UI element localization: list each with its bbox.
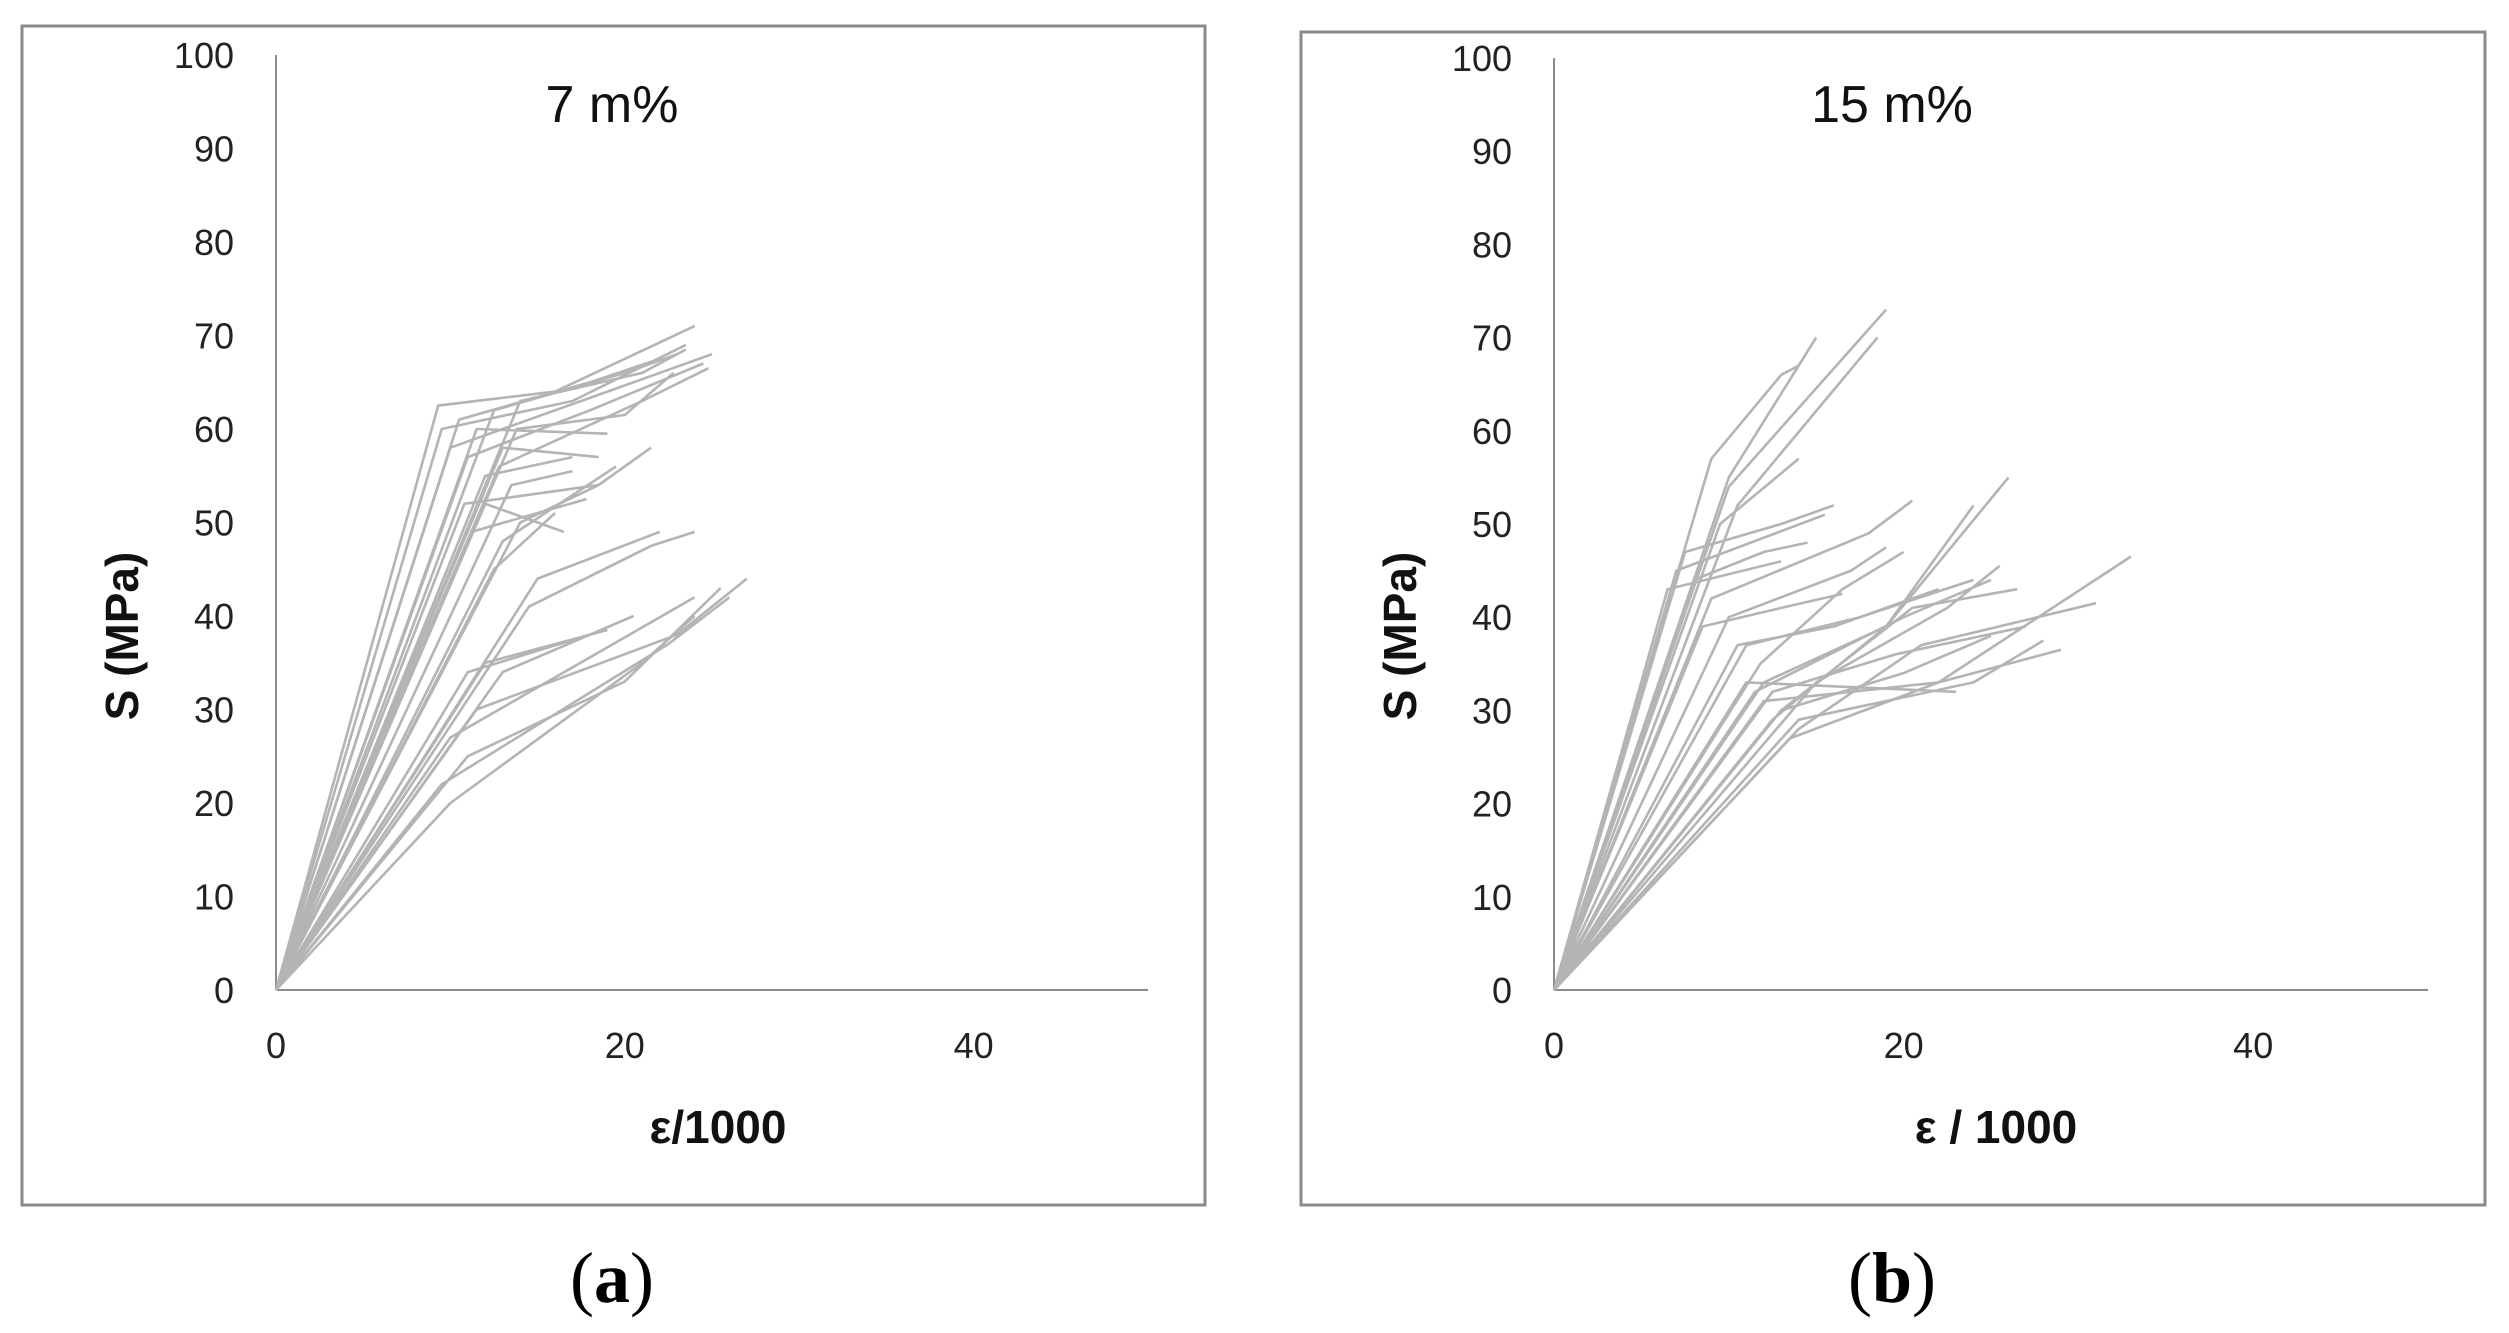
panel-b-series-line [1552,634,1992,991]
panel-a-ytick-label: 100 [174,35,234,76]
panel-b-ytick-label: 90 [1472,131,1512,172]
panel-a-ytick-label: 70 [194,316,234,357]
panel-a-ytick-label: 40 [194,596,234,637]
panel-a-ytick-label: 20 [194,783,234,824]
panel-b-series-line [1552,587,1940,991]
panel-a-series-line [274,427,608,991]
panel-a-ylabel: S (MPa) [96,552,148,721]
panel-a-series-line [274,371,675,991]
panel-a-ytick-label: 80 [194,222,234,263]
panel-a-series-line [274,465,617,991]
panel-b-series-line [1552,504,1835,991]
caption-a: (a) [570,1238,654,1318]
panel-b: 15 m% ε / 1000 S (MPa) 0 10 20 30 40 50 60 70 80… [1299,30,2487,1207]
panel-b-series-line [1552,592,1843,991]
panel-a-series-line [274,324,696,991]
panel-a-series-line [274,469,573,991]
panel-a-xtick-label: 40 [954,1025,994,1066]
panel-b-series-line [1552,550,1905,991]
panel-b-ytick-label: 30 [1472,690,1512,731]
panel-a-series-line [274,446,652,991]
panel-a-series-line [274,587,722,991]
panel-a-ytick-label: 10 [194,877,234,918]
panel-a-ytick-label: 50 [194,503,234,544]
panel-b-xtick-label: 20 [1884,1025,1924,1066]
panel-b-ytick-label: 40 [1472,597,1512,638]
panel-a-series-line [274,633,591,991]
panel-b-ytick-label: 20 [1472,784,1512,825]
panel-b-series-line [1552,336,1879,991]
panel-b-xtick-label: 40 [2233,1025,2273,1066]
panel-b-ytick-label: 50 [1472,504,1512,545]
panel-b-ytick-label: 80 [1472,224,1512,265]
panel-b-series-line [1552,541,1808,991]
panel-b-ylabel: S (MPa) [1374,552,1426,721]
panel-b-ytick-label: 70 [1472,318,1512,359]
panel-a-frame [20,24,1207,1207]
panel-a-series-line [274,530,695,991]
panel-a-ytick-label: 90 [194,129,234,170]
panel-a-xtick-label: 20 [605,1025,645,1066]
panel-a-series-line [274,596,696,991]
caption-b: (b) [1848,1238,1936,1318]
panel-b-series-line [1552,457,1800,991]
panel-a-ytick-label: 0 [214,970,234,1011]
panel-b-title: 15 m% [1811,76,1973,134]
panel-a-series-line [274,512,556,991]
panel-b-series-line [1552,578,1992,991]
panel-b-series-line [1552,560,1782,991]
panel-a-series-line [274,348,687,991]
panel-a-series-line [274,577,748,991]
panel-b-series-line [1553,639,2045,991]
panel-a-title: 7 m% [546,76,679,134]
panel-a-ytick-label: 60 [194,409,234,450]
panel-b-ytick-label: 100 [1452,38,1512,79]
panel-b-ytick-label: 10 [1472,877,1512,918]
panel-b-series-line [1553,555,2132,991]
panel-b-series-line [1552,546,1887,991]
panel-a-ytick-label: 30 [194,690,234,731]
panel-a-series-line [274,628,608,991]
panel-a-xtick-label: 0 [266,1025,286,1066]
panel-b-ytick-label: 60 [1472,411,1512,452]
panel-a-xlabel: ε/1000 [650,1101,787,1153]
panel-a-series-line [274,343,687,991]
panel-b-ytick-label: 0 [1492,970,1512,1011]
panel-b-series-line [1553,564,2001,991]
panel-b-xlabel: ε / 1000 [1915,1101,2078,1153]
panel-b-xtick-label: 0 [1544,1025,1564,1066]
panel-a: 7 m% ε/1000 S (MPa) 0 10 20 30 40 50 60 70 80 90 1… [20,24,1207,1207]
